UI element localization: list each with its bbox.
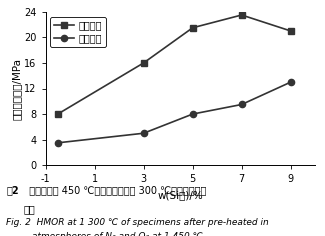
Text: 不同气氛１ 450 ℃处理后试样在１ 300 ℃时的高温抗折: 不同气氛１ 450 ℃处理后试样在１ 300 ℃时的高温抗折	[23, 185, 207, 195]
Text: 图2: 图2	[6, 185, 19, 195]
氧化气氛	[240, 14, 244, 17]
氮化气氛	[240, 103, 244, 106]
Text: atmospheres of N₂ and O₂ at 1 450 ℃: atmospheres of N₂ and O₂ at 1 450 ℃	[6, 232, 203, 236]
氧化气氛	[289, 30, 293, 32]
Line: 氧化气氛: 氧化气氛	[55, 12, 294, 117]
氮化气氛	[191, 113, 195, 115]
氧化气氛	[142, 62, 146, 64]
氮化气氛	[142, 132, 146, 135]
氮化气氛	[56, 141, 60, 144]
Line: 氮化气氛: 氮化气氛	[55, 79, 294, 146]
Y-axis label: 高温抗折强度/MPa: 高温抗折强度/MPa	[11, 58, 21, 119]
氧化气氛	[191, 26, 195, 29]
氮化气氛	[289, 81, 293, 84]
氧化气氛	[56, 113, 60, 115]
X-axis label: w(Si粉)/%: w(Si粉)/%	[158, 190, 203, 200]
Text: Fig. 2  HMOR at 1 300 ℃ of specimens after pre-heated in: Fig. 2 HMOR at 1 300 ℃ of specimens afte…	[6, 218, 269, 227]
Text: 强度: 强度	[23, 204, 35, 214]
Legend: 氧化气氛, 氮化气氛: 氧化气氛, 氮化气氛	[50, 17, 106, 47]
